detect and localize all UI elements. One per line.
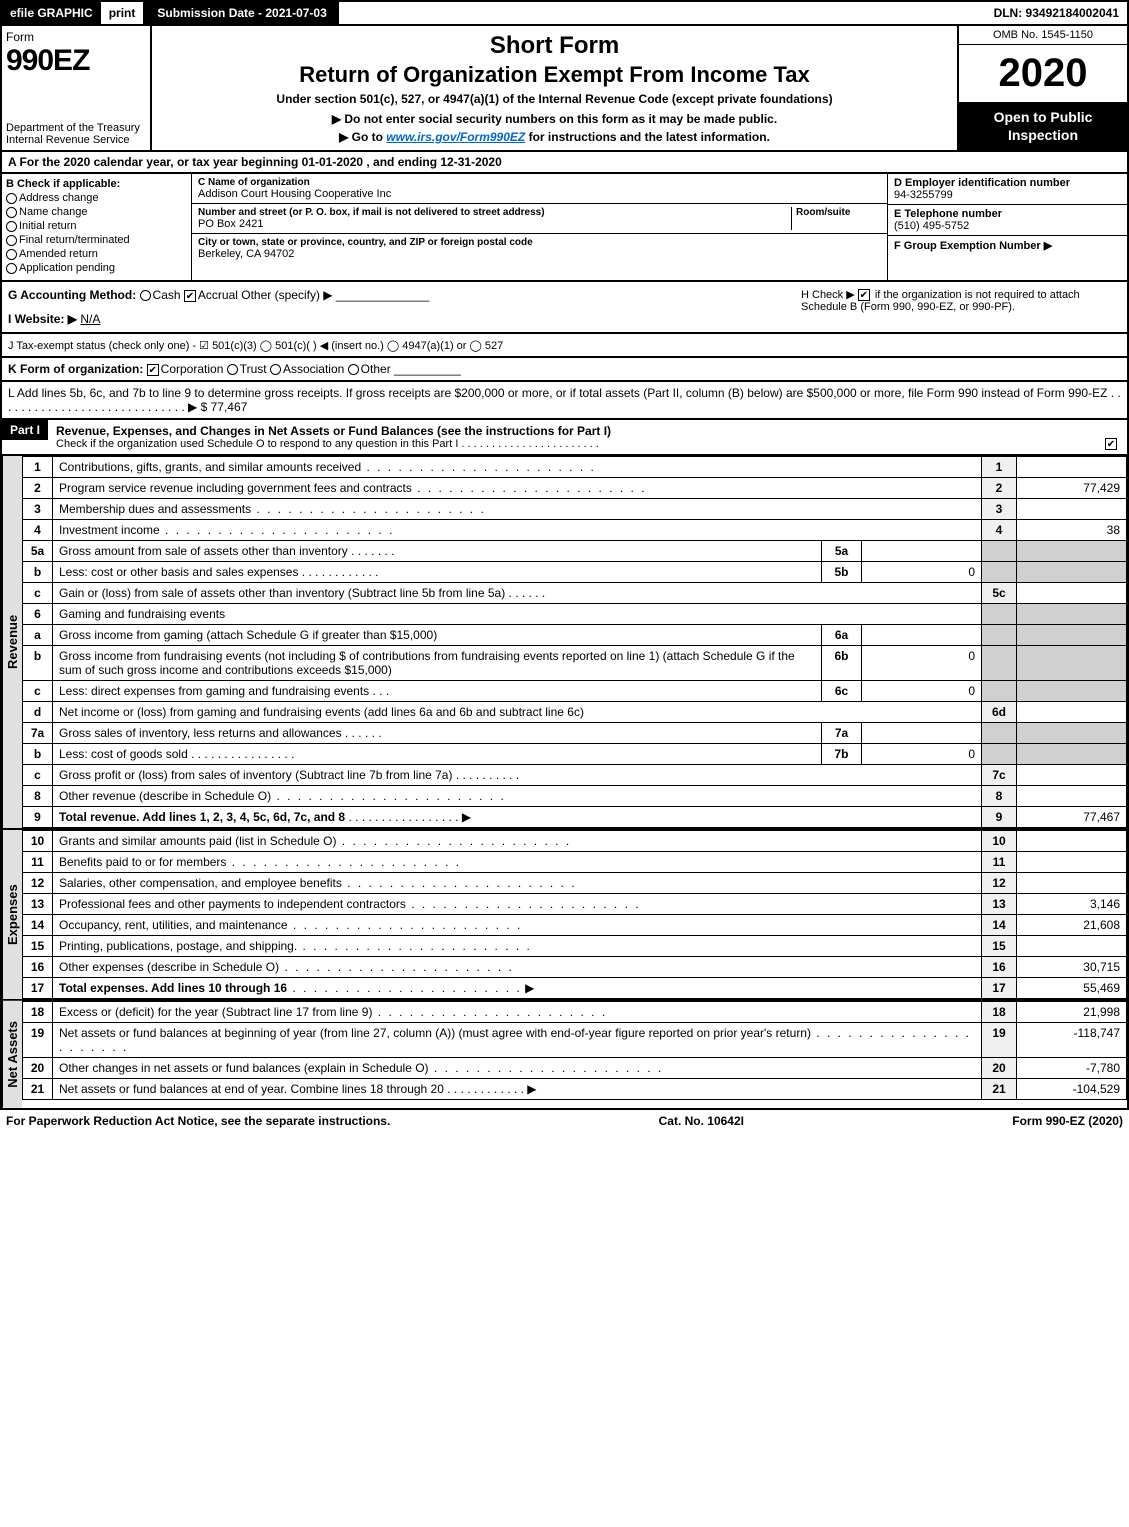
expenses-table: 10Grants and similar amounts paid (list … — [22, 830, 1127, 999]
line7b-amt: 0 — [862, 744, 982, 765]
telephone: (510) 495-5752 — [894, 220, 1121, 232]
corp-check[interactable] — [147, 364, 159, 376]
line15-amt — [1017, 936, 1127, 957]
application-pending-check[interactable] — [6, 263, 17, 274]
revenue-tab: Revenue — [2, 456, 22, 828]
group-exemption-lbl: F Group Exemption Number ▶ — [894, 239, 1121, 252]
box-b: B Check if applicable: Address change Na… — [2, 174, 192, 280]
return-title: Return of Organization Exempt From Incom… — [162, 62, 947, 88]
line6d-amt — [1017, 702, 1127, 723]
short-form-title: Short Form — [162, 32, 947, 60]
other-check[interactable] — [348, 364, 359, 375]
line20-amt: -7,780 — [1017, 1058, 1127, 1079]
efile-label: efile GRAPHIC — [2, 2, 101, 24]
ssn-warning: Do not enter social security numbers on … — [344, 112, 777, 126]
submission-date: Submission Date - 2021-07-03 — [145, 2, 338, 24]
dept-label: Department of the Treasury — [6, 122, 140, 134]
org-address: PO Box 2421 — [198, 218, 791, 230]
cat-no: Cat. No. 10642I — [659, 1114, 744, 1128]
line6b-amt: 0 — [862, 646, 982, 681]
ein: 94-3255799 — [894, 189, 1121, 201]
paperwork-notice: For Paperwork Reduction Act Notice, see … — [6, 1114, 390, 1128]
line19-amt: -118,747 — [1017, 1023, 1127, 1058]
part1-header: Part I Revenue, Expenses, and Changes in… — [0, 420, 1129, 456]
line2-amt: 77,429 — [1017, 478, 1127, 499]
line6c-amt: 0 — [862, 681, 982, 702]
org-name: Addison Court Housing Cooperative Inc — [198, 188, 881, 200]
form-number: 990EZ — [6, 44, 146, 78]
under-section: Under section 501(c), 527, or 4947(a)(1)… — [162, 92, 947, 106]
initial-return-check[interactable] — [6, 221, 17, 232]
line3-amt — [1017, 499, 1127, 520]
expenses-tab: Expenses — [2, 830, 22, 999]
website: N/A — [80, 312, 100, 326]
expenses-section: Expenses 10Grants and similar amounts pa… — [0, 830, 1129, 1001]
line9-amt: 77,467 — [1017, 807, 1127, 828]
line12-amt — [1017, 873, 1127, 894]
line1-amt — [1017, 457, 1127, 478]
row-gh: G Accounting Method: Cash Accrual Other … — [0, 282, 1129, 334]
omb-number: OMB No. 1545-1150 — [959, 26, 1127, 45]
open-public-badge: Open to Public Inspection — [959, 102, 1127, 150]
tax-year: 2020 — [959, 45, 1127, 102]
schedule-b-check[interactable] — [858, 289, 870, 301]
line17-amt: 55,469 — [1017, 978, 1127, 999]
netassets-table: 18Excess or (deficit) for the year (Subt… — [22, 1001, 1127, 1100]
form-header: Form 990EZ Department of the Treasury In… — [0, 26, 1129, 152]
line5c-amt — [1017, 583, 1127, 604]
cash-radio[interactable] — [140, 290, 151, 301]
entity-block: B Check if applicable: Address change Na… — [0, 174, 1129, 282]
irs-link[interactable]: www.irs.gov/Form990EZ — [386, 130, 525, 144]
line8-amt — [1017, 786, 1127, 807]
line7c-amt — [1017, 765, 1127, 786]
warn-arrow: ▶ — [332, 112, 341, 126]
page-footer: For Paperwork Reduction Act Notice, see … — [0, 1110, 1129, 1132]
line4-amt: 38 — [1017, 520, 1127, 541]
name-change-check[interactable] — [6, 207, 17, 218]
row-k: K Form of organization: Corporation Trus… — [0, 358, 1129, 382]
top-bar: efile GRAPHIC print Submission Date - 20… — [0, 0, 1129, 26]
line13-amt: 3,146 — [1017, 894, 1127, 915]
row-l: L Add lines 5b, 6c, and 7b to line 9 to … — [0, 382, 1129, 420]
form-ref: Form 990-EZ (2020) — [1012, 1114, 1123, 1128]
netassets-section: Net Assets 18Excess or (deficit) for the… — [0, 1001, 1129, 1110]
irs-label: Internal Revenue Service — [6, 134, 130, 146]
line16-amt: 30,715 — [1017, 957, 1127, 978]
line21-amt: -104,529 — [1017, 1079, 1127, 1100]
trust-check[interactable] — [227, 364, 238, 375]
line10-amt — [1017, 831, 1127, 852]
row-j: J Tax-exempt status (check only one) - ☑… — [0, 334, 1129, 358]
box-c: C Name of organization Addison Court Hou… — [192, 174, 887, 280]
org-city: Berkeley, CA 94702 — [198, 248, 881, 260]
revenue-table: 1Contributions, gifts, grants, and simil… — [22, 456, 1127, 828]
amended-return-check[interactable] — [6, 249, 17, 260]
gross-receipts: $ 77,467 — [201, 400, 248, 414]
line11-amt — [1017, 852, 1127, 873]
final-return-check[interactable] — [6, 235, 17, 246]
line5b-amt: 0 — [862, 562, 982, 583]
part1-label: Part I — [2, 420, 48, 440]
netassets-tab: Net Assets — [2, 1001, 22, 1108]
address-change-check[interactable] — [6, 193, 17, 204]
accrual-check[interactable] — [184, 290, 196, 302]
part1-schedule-o-check[interactable] — [1105, 438, 1117, 450]
revenue-section: Revenue 1Contributions, gifts, grants, a… — [0, 456, 1129, 830]
line14-amt: 21,608 — [1017, 915, 1127, 936]
dln-label: DLN: 93492184002041 — [986, 2, 1127, 24]
row-a-period: A For the 2020 calendar year, or tax yea… — [0, 152, 1129, 174]
assoc-check[interactable] — [270, 364, 281, 375]
form-word: Form — [6, 30, 146, 44]
print-button[interactable]: print — [101, 2, 146, 24]
line18-amt: 21,998 — [1017, 1002, 1127, 1023]
